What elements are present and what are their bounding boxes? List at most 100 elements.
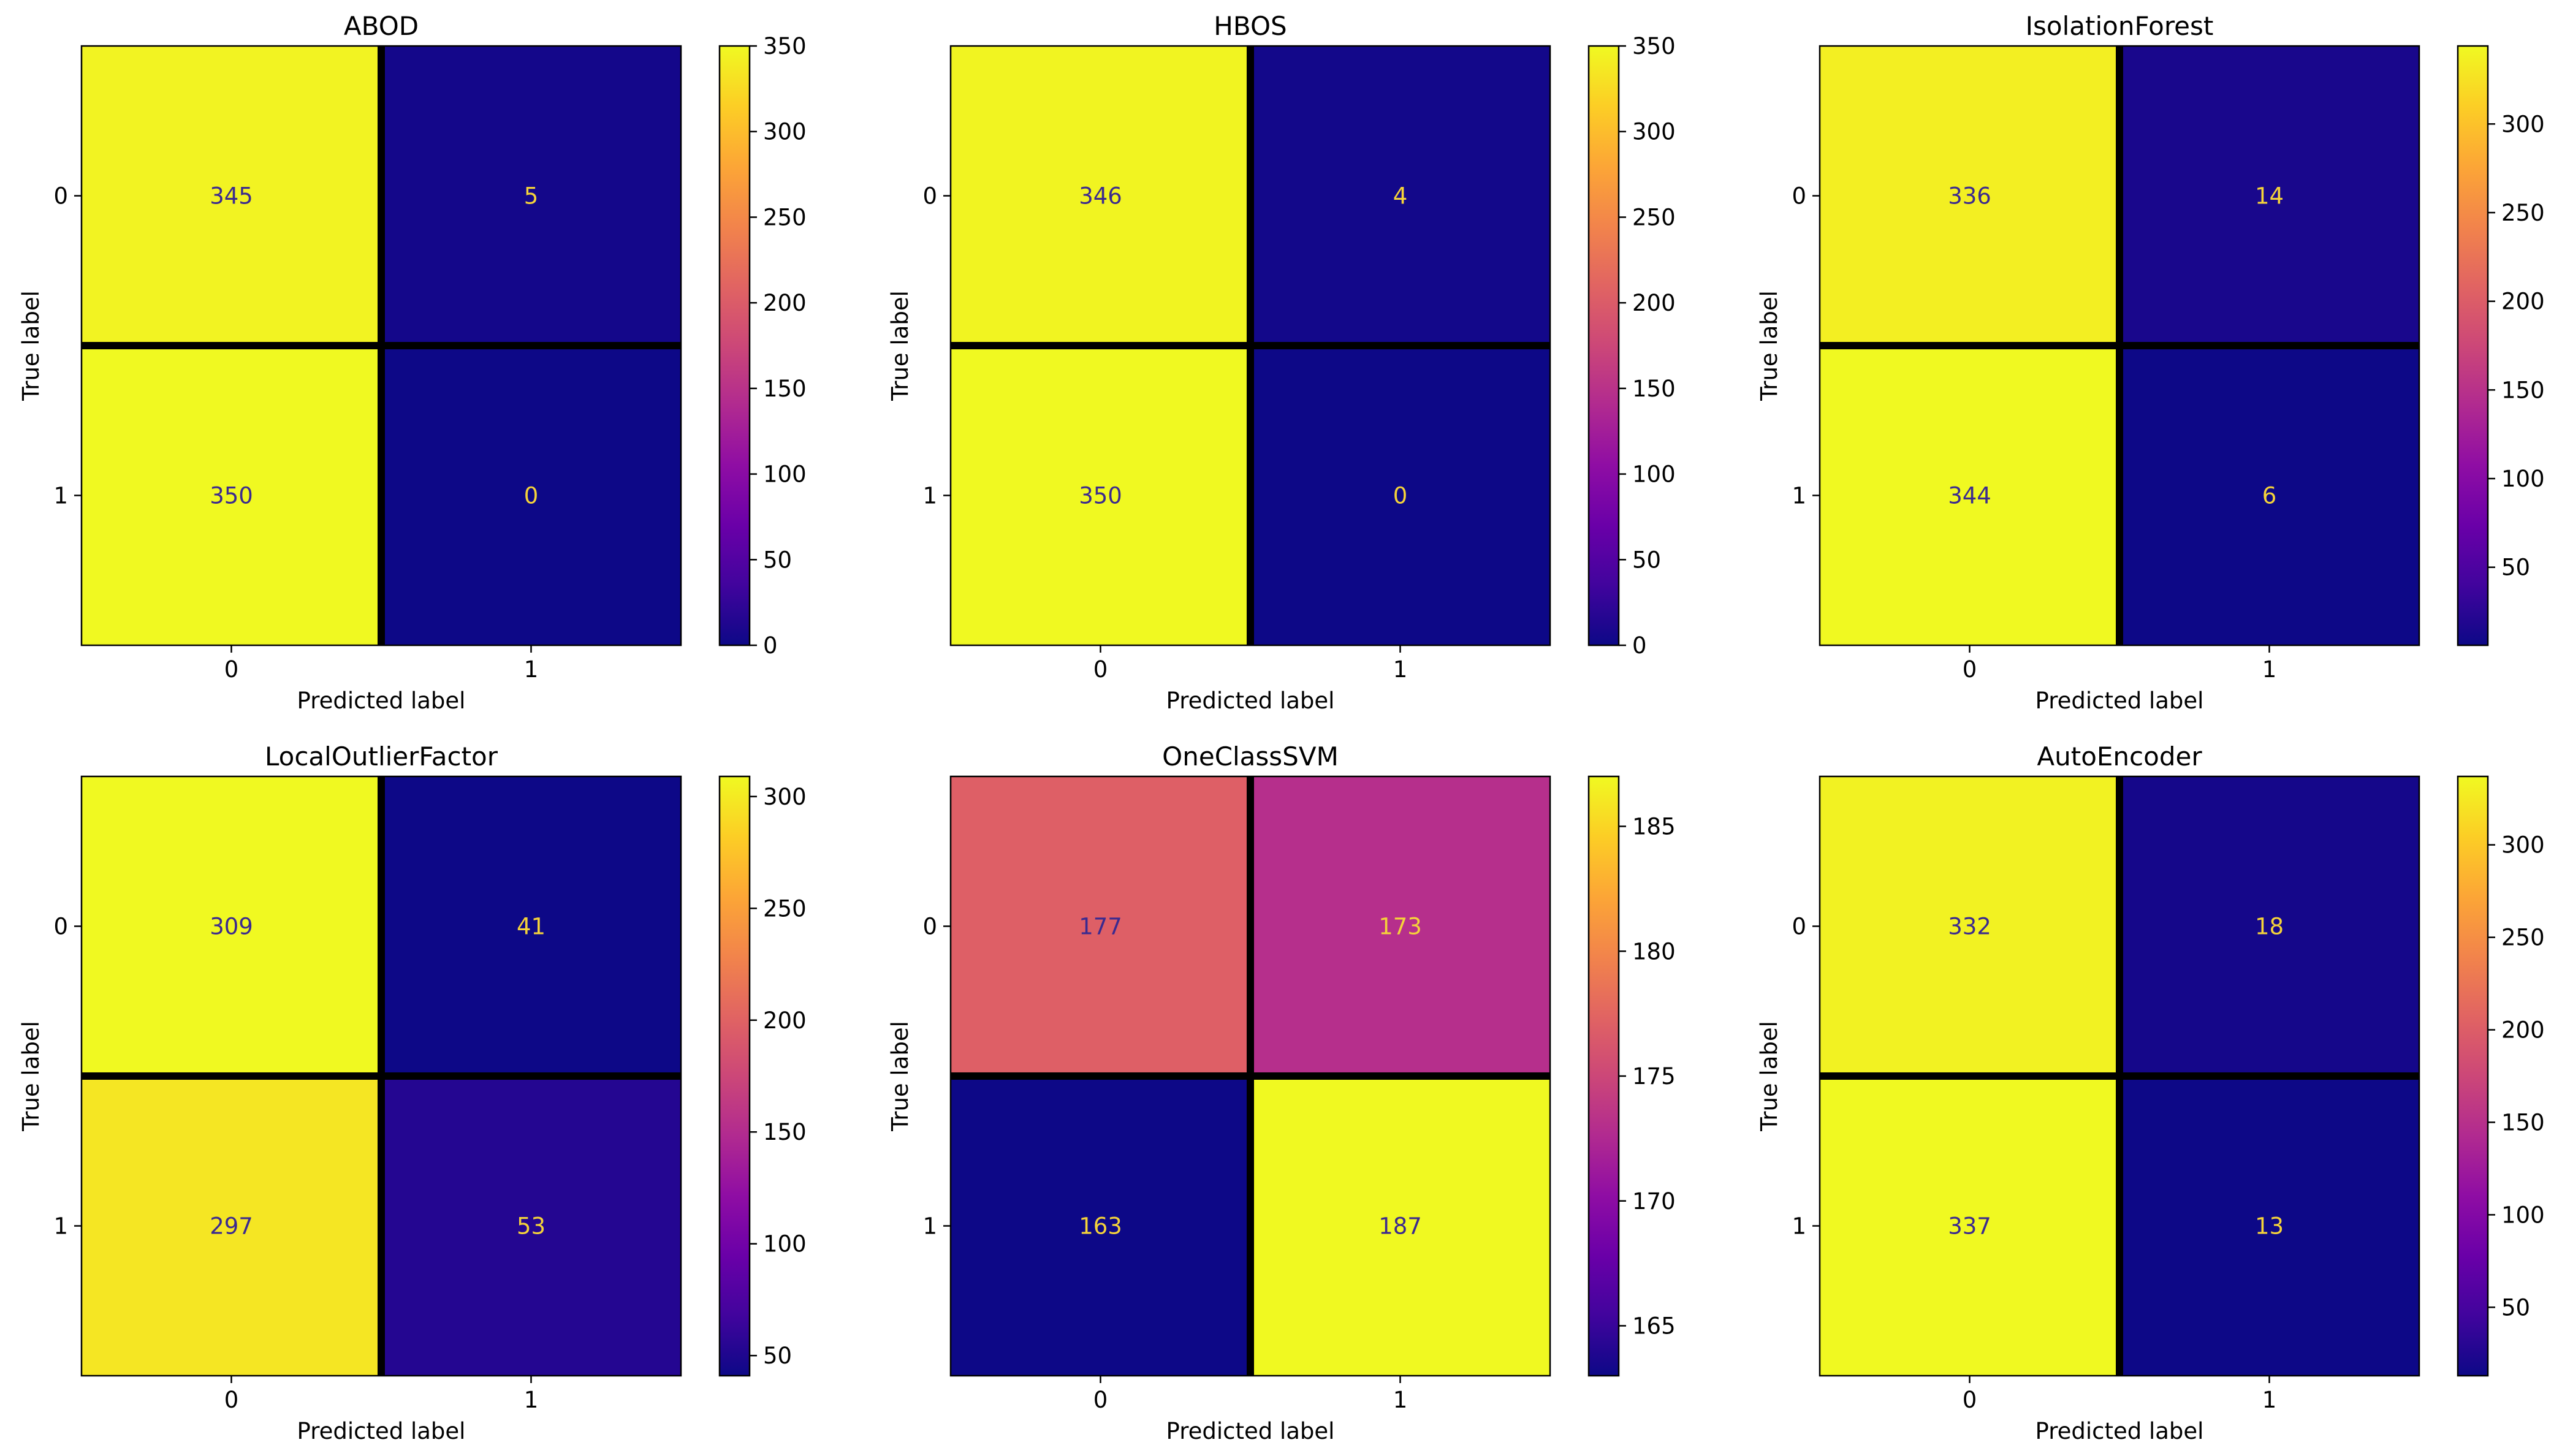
y-tick-label: 0 xyxy=(1792,914,1806,940)
cell-value: 5 xyxy=(524,183,539,210)
colorbar-tick-label: 150 xyxy=(2501,377,2545,403)
matrix-cell xyxy=(82,1076,381,1376)
colorbar-tick-label: 180 xyxy=(1632,938,1676,965)
x-tick-label: 1 xyxy=(2262,656,2277,683)
y-tick-label: 0 xyxy=(922,183,937,210)
confusion-matrix-panel: ABOD 345 5 350 0 0 1 0 1 Predicted label True labe… xyxy=(18,11,807,714)
cell-value: 332 xyxy=(1948,914,1991,940)
colorbar-tick-label: 350 xyxy=(763,33,807,59)
matrix-cell xyxy=(951,46,1250,346)
axes-frame xyxy=(949,45,1551,646)
cell-value: 173 xyxy=(1378,914,1422,940)
cell-value: 18 xyxy=(2255,914,2284,940)
panel-title: OneClassSVM xyxy=(1162,741,1339,772)
matrix-cell xyxy=(381,1076,681,1376)
cell-value: 345 xyxy=(210,183,253,210)
colorbar-tick-label: 50 xyxy=(763,1343,792,1369)
colorbar-tick-label: 250 xyxy=(1632,204,1676,230)
colorbar-tick-label: 200 xyxy=(2501,289,2545,315)
colorbar xyxy=(2458,46,2488,645)
x-tick-label: 1 xyxy=(2262,1387,2277,1413)
x-axis-label: Predicted label xyxy=(297,1418,466,1444)
colorbar-tick-label: 250 xyxy=(763,895,807,922)
colorbar-tick-label: 170 xyxy=(1632,1188,1676,1215)
matrix-cell xyxy=(1820,1076,2119,1376)
cell-value: 309 xyxy=(210,914,253,940)
colorbar-tick-label: 150 xyxy=(1632,376,1676,402)
colorbar-tick-label: 300 xyxy=(1632,119,1676,145)
matrix-cell xyxy=(1820,46,2119,346)
y-tick-label: 1 xyxy=(1792,1213,1806,1240)
matrix-cell xyxy=(951,346,1250,645)
cell-value: 6 xyxy=(2262,483,2277,509)
matrix-cell xyxy=(381,776,681,1076)
y-axis-label: True label xyxy=(1756,290,1782,401)
matrix-cell xyxy=(1820,346,2119,645)
cell-value: 4 xyxy=(1393,183,1408,210)
x-axis-label: Predicted label xyxy=(2036,1418,2204,1444)
x-tick-label: 0 xyxy=(1093,1387,1108,1413)
y-axis-label: True label xyxy=(887,1021,913,1132)
x-tick-label: 0 xyxy=(224,1387,239,1413)
axes-frame xyxy=(949,775,1551,1377)
y-tick-label: 1 xyxy=(1792,483,1806,509)
colorbar-tick-label: 150 xyxy=(763,1119,807,1145)
matrix-cell xyxy=(1250,46,1550,346)
cell-value: 297 xyxy=(210,1213,253,1240)
colorbar-tick-label: 300 xyxy=(2501,832,2545,859)
x-tick-label: 0 xyxy=(1963,656,1977,683)
x-axis-label: Predicted label xyxy=(2036,688,2204,714)
matrix-cell xyxy=(82,776,381,1076)
cell-value: 13 xyxy=(2255,1213,2284,1240)
cell-value: 350 xyxy=(1079,483,1122,509)
x-tick-label: 1 xyxy=(1393,656,1408,683)
panel-title: HBOS xyxy=(1214,11,1287,41)
colorbar-tick-label: 0 xyxy=(1632,632,1647,659)
y-tick-label: 1 xyxy=(53,1213,68,1240)
colorbar-tick-label: 50 xyxy=(2501,1294,2530,1321)
colorbar-tick-label: 100 xyxy=(1632,461,1676,488)
y-axis-label: True label xyxy=(18,1021,44,1132)
colorbar-frame xyxy=(1587,45,1620,646)
panel-title: ABOD xyxy=(344,11,419,41)
x-tick-label: 0 xyxy=(1093,656,1108,683)
matrix-cell xyxy=(2119,346,2419,645)
panel-title: IsolationForest xyxy=(2026,11,2214,41)
panel-title: AutoEncoder xyxy=(2037,741,2202,772)
confusion-matrix-panel: AutoEncoder 332 18 337 13 0 1 0 1 Predicted label… xyxy=(1756,741,2545,1444)
colorbar-tick-label: 50 xyxy=(1632,547,1661,573)
colorbar xyxy=(1589,776,1619,1376)
y-tick-label: 0 xyxy=(53,183,68,210)
y-tick-label: 1 xyxy=(922,1213,937,1240)
confusion-matrix-panel: IsolationForest 336 14 344 6 0 1 0 1 Predicted la… xyxy=(1756,11,2545,714)
axes-frame xyxy=(1819,45,2420,646)
colorbar-tick-label: 350 xyxy=(1632,33,1676,59)
x-axis-label: Predicted label xyxy=(1166,688,1335,714)
matrix-cell xyxy=(1250,1076,1550,1376)
matrix-cell xyxy=(1250,346,1550,645)
colorbar-tick-label: 100 xyxy=(763,461,807,488)
cell-value: 346 xyxy=(1079,183,1122,210)
colorbar-tick-label: 250 xyxy=(2501,200,2545,226)
y-tick-label: 0 xyxy=(53,914,68,940)
cell-value: 14 xyxy=(2255,183,2284,210)
colorbar xyxy=(2458,776,2488,1376)
colorbar xyxy=(720,46,750,645)
cell-value: 177 xyxy=(1079,914,1122,940)
matrix-cell xyxy=(82,46,381,346)
colorbar-tick-label: 185 xyxy=(1632,814,1676,840)
cell-value: 163 xyxy=(1079,1213,1122,1240)
cell-value: 0 xyxy=(1393,483,1408,509)
y-tick-label: 1 xyxy=(53,483,68,509)
matrix-cell xyxy=(381,346,681,645)
colorbar-tick-label: 200 xyxy=(763,290,807,316)
colorbar-tick-label: 200 xyxy=(2501,1017,2545,1044)
y-tick-label: 1 xyxy=(922,483,937,509)
panel-title: LocalOutlierFactor xyxy=(265,741,498,772)
x-tick-label: 1 xyxy=(1393,1387,1408,1413)
cell-value: 187 xyxy=(1378,1213,1422,1240)
matrix-cell xyxy=(951,1076,1250,1376)
colorbar-tick-label: 200 xyxy=(1632,290,1676,316)
y-axis-label: True label xyxy=(18,290,44,401)
